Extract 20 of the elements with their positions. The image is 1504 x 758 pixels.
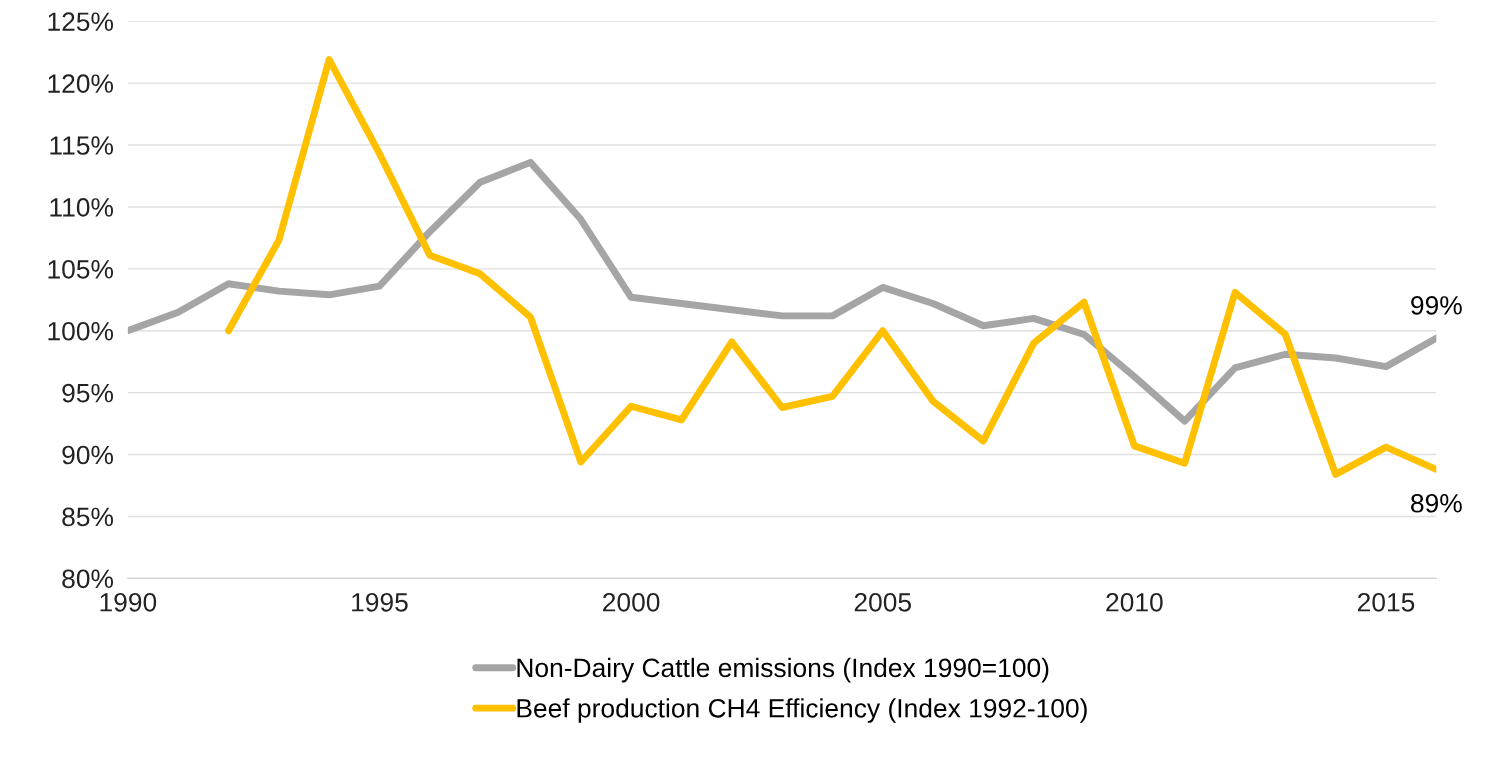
legend-label: Non-Dairy Cattle emissions (Index 1990=100) <box>517 657 1049 683</box>
annotation: 99% <box>1411 296 1462 315</box>
y-tick-label: 90% <box>62 445 114 465</box>
x-tick-label: 2005 <box>854 592 911 612</box>
annotation: 89% <box>1411 493 1462 513</box>
y-tick-label: 125% <box>48 12 114 32</box>
y-tick-label: 115% <box>50 136 114 155</box>
x-tick-label: 1995 <box>352 592 408 612</box>
x-tick-label: 2015 <box>1357 592 1415 612</box>
x-tick-label: 1990 <box>100 592 157 612</box>
y-tick-label: 110% <box>50 198 114 217</box>
y-tick-label: 95% <box>62 383 114 403</box>
y-tick-label: 120% <box>48 74 114 93</box>
y-tick-label: 85% <box>62 507 114 527</box>
x-tick-label: 2000 <box>603 592 660 612</box>
legend-label: Beef production CH4 Efficiency (Index 1992-100) <box>517 698 1087 723</box>
y-tick-label: 100% <box>48 321 114 341</box>
x-tick-label: 2010 <box>1106 592 1163 612</box>
y-tick-label: 80% <box>62 569 114 589</box>
y-tick-label: 105% <box>48 259 114 279</box>
